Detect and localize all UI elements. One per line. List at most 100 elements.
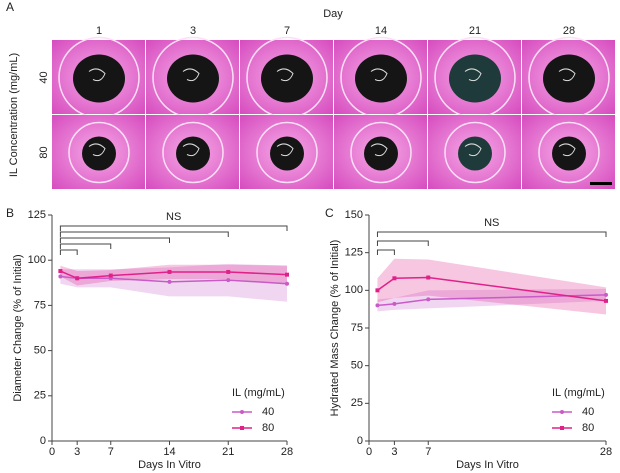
point [426, 297, 431, 302]
column-label: 21 [469, 25, 481, 37]
y-tick-label: 25 [351, 397, 363, 409]
legend-marker [240, 410, 244, 414]
gel-highlight [370, 68, 388, 82]
point [108, 273, 113, 278]
significance-bracket [376, 249, 395, 255]
error-band [60, 264, 288, 286]
significance-bracket [59, 231, 229, 237]
gel [543, 54, 595, 103]
point [375, 303, 380, 308]
y-tick-label: 50 [34, 345, 46, 357]
legend-marker [560, 410, 564, 414]
significance-bracket [376, 231, 607, 237]
significance-bracket [59, 243, 112, 249]
x-axis-label: Days In Vitro [138, 459, 201, 471]
well-ring [162, 121, 224, 184]
point [75, 276, 80, 281]
gel-highlight [88, 143, 106, 157]
x-tick-label: 14 [163, 446, 175, 458]
gel-highlight [558, 143, 576, 157]
point [392, 301, 397, 306]
point [375, 288, 380, 293]
y-tick-label: 75 [34, 299, 46, 311]
gel-highlight [88, 68, 106, 82]
legend-label: 80 [582, 422, 594, 434]
gel [449, 54, 501, 103]
x-tick-label: 0 [366, 446, 372, 458]
panel-label: A [6, 0, 14, 14]
error-band [60, 263, 288, 302]
gel [176, 136, 210, 171]
y-tick-label: 125 [28, 209, 46, 221]
well-ring [444, 121, 506, 184]
series-line [60, 270, 288, 280]
point [392, 276, 397, 281]
well-ring [256, 121, 318, 184]
legend-label: 80 [262, 422, 274, 434]
significance-label: NS [484, 217, 499, 229]
panel-label: B [6, 206, 14, 220]
column-label: 28 [563, 25, 575, 37]
gel [82, 136, 116, 171]
row-title: IL Concentration (mg/mL) [8, 53, 20, 177]
y-tick-label: 150 [345, 209, 363, 221]
column-label: 3 [190, 25, 196, 37]
gel [73, 54, 125, 103]
x-tick-label: 0 [49, 446, 55, 458]
y-tick-label: 100 [345, 284, 363, 296]
point [604, 292, 608, 297]
x-tick-label: 21 [222, 446, 234, 458]
series-line [377, 294, 607, 307]
x-tick-label: 3 [391, 446, 397, 458]
point [604, 298, 608, 303]
gel [270, 136, 304, 171]
gel [458, 136, 492, 171]
gel-highlight [464, 68, 482, 82]
legend-label: 40 [582, 406, 594, 418]
gel-highlight [276, 143, 294, 157]
series-line [60, 275, 288, 285]
y-tick-label: 0 [40, 435, 46, 447]
gel-highlight [276, 68, 294, 82]
point [167, 279, 172, 284]
y-tick-label: 100 [28, 254, 46, 266]
gel [355, 54, 407, 103]
legend-label: 40 [262, 406, 274, 418]
point [285, 281, 289, 286]
gel [364, 136, 398, 171]
y-tick-label: 125 [345, 247, 363, 259]
x-tick-label: 7 [108, 446, 114, 458]
well-ring [538, 121, 600, 184]
point [285, 272, 289, 277]
significance-bracket [376, 240, 429, 246]
legend-title: IL (mg/mL) [552, 387, 605, 399]
legend-marker [560, 426, 564, 430]
point [226, 278, 231, 283]
y-tick-label: 50 [351, 360, 363, 372]
row-label: 40 [38, 71, 50, 83]
gel [552, 136, 586, 171]
column-label: 1 [96, 25, 102, 37]
y-tick-label: 75 [351, 322, 363, 334]
gel-highlight [558, 68, 576, 82]
gel-highlight [182, 68, 200, 82]
significance-bracket [59, 249, 78, 255]
significance-bracket [59, 225, 288, 231]
gel [261, 54, 313, 103]
significance-label: NS [166, 211, 181, 223]
well-ring [68, 121, 130, 184]
column-label: 14 [375, 25, 387, 37]
point [167, 269, 172, 274]
gel-highlight [464, 143, 482, 157]
error-band [377, 288, 606, 312]
y-axis-label: Diameter Change (% of Initial) [12, 254, 24, 401]
x-tick-label: 28 [281, 446, 293, 458]
point [426, 275, 431, 280]
point [58, 269, 63, 274]
x-axis-label: Days In Vitro [456, 459, 519, 471]
row-label: 80 [38, 146, 50, 158]
legend-marker [240, 426, 244, 430]
well-ring [350, 121, 412, 184]
x-tick-label: 7 [425, 446, 431, 458]
